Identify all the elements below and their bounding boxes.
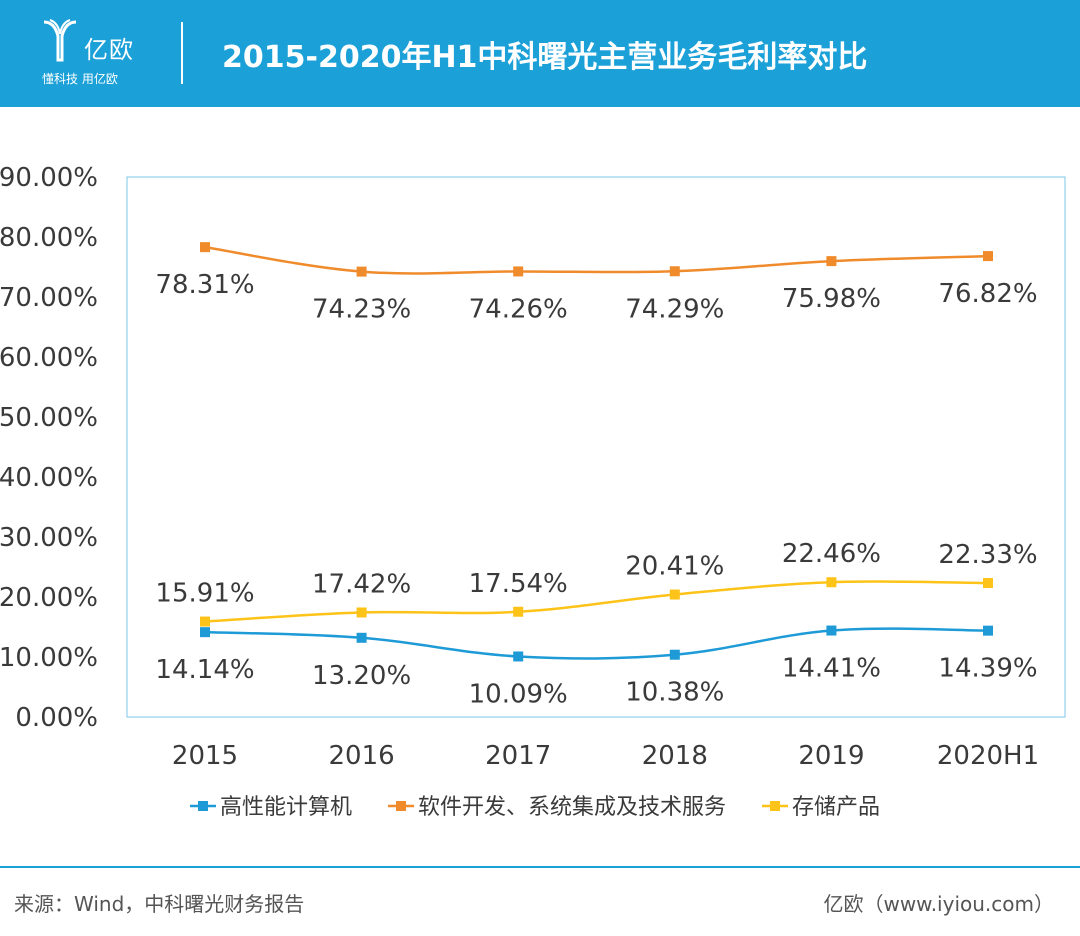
legend-item-2: 软件开发、系统集成及技术服务: [388, 795, 726, 820]
x-tick-label: 2015: [172, 741, 238, 771]
footer-brand: 亿欧（www.iyiou.com）: [823, 892, 1054, 916]
data-label: 14.14%: [155, 655, 254, 685]
legend-label: 存储产品: [792, 795, 880, 820]
data-point-marker: [356, 632, 367, 643]
legend-swatch-marker: [770, 801, 781, 811]
x-tick-label: 2020H1: [937, 741, 1039, 771]
y-tick-label: 50.00%: [0, 403, 98, 433]
legend-label: 高性能计算机: [220, 795, 352, 820]
x-axis: 2015 2016 2017 2018 2019 2020H1: [172, 741, 1039, 771]
line-chart: 0.00% 10.00% 20.00% 30.00% 40.00% 50.00% 60.00…: [0, 163, 1066, 820]
data-label: 10.38%: [625, 678, 724, 708]
data-label: 17.54%: [469, 569, 568, 599]
data-point-marker: [826, 256, 837, 267]
data-point-marker: [200, 616, 210, 627]
data-point-marker: [200, 627, 210, 638]
data-point-marker: [826, 577, 837, 588]
y-tick-label: 80.00%: [0, 223, 98, 253]
series-line: [204, 580, 989, 623]
series-3: 15.91% 17.42% 17.54% 20.41% 22.46% 22.33%: [155, 539, 1038, 627]
header-divider: [181, 22, 183, 84]
brand-logo-icon: [43, 19, 77, 62]
x-tick-label: 2016: [329, 741, 395, 771]
legend-swatch-marker: [198, 801, 208, 811]
footer-divider: [0, 866, 1080, 868]
legend-label: 软件开发、系统集成及技术服务: [418, 795, 726, 820]
series-2: 78.31% 74.23% 74.26% 74.29% 75.98% 76.82%: [155, 242, 1038, 325]
data-label: 74.26%: [469, 294, 568, 324]
y-tick-label: 20.00%: [0, 583, 98, 613]
data-label: 75.98%: [782, 284, 881, 314]
data-label: 20.41%: [625, 552, 724, 582]
data-point-marker: [669, 266, 680, 277]
chart-legend: 高性能计算机 软件开发、系统集成及技术服务 存储产品: [190, 795, 880, 820]
x-tick-label: 2019: [798, 741, 864, 771]
data-label: 74.29%: [625, 294, 724, 324]
y-tick-label: 30.00%: [0, 523, 98, 553]
data-label: 22.46%: [782, 539, 881, 569]
y-tick-label: 70.00%: [0, 283, 98, 313]
data-label: 76.82%: [938, 279, 1037, 309]
legend-item-3: 存储产品: [762, 795, 880, 820]
brand-name: 亿欧: [84, 36, 134, 64]
plot-area-frame: [126, 176, 1066, 718]
x-tick-label: 2018: [642, 741, 708, 771]
data-point-marker: [513, 606, 524, 617]
y-tick-label: 10.00%: [0, 643, 98, 673]
legend-swatch-marker: [396, 801, 407, 811]
data-point-marker: [669, 649, 680, 660]
data-point-marker: [983, 578, 993, 589]
y-tick-label: 90.00%: [0, 163, 98, 193]
data-point-marker: [983, 625, 993, 636]
data-label: 14.41%: [782, 654, 881, 684]
data-label: 17.42%: [312, 569, 411, 599]
header-banner: 亿欧 懂科技 用亿欧 2015-2020年H1中科曙光主营业务毛利率对比: [0, 0, 1080, 107]
data-point-marker: [669, 589, 680, 600]
series-1: 14.14% 13.20% 10.09% 10.38% 14.41% 14.39%: [155, 625, 1038, 709]
series-layer: 14.14% 13.20% 10.09% 10.38% 14.41% 14.39% 78.3…: [155, 242, 1038, 709]
source-note: 来源：Wind，中科曙光财务报告: [14, 892, 305, 916]
y-tick-label: 60.00%: [0, 343, 98, 373]
data-point-marker: [983, 251, 993, 262]
data-point-marker: [200, 242, 210, 253]
data-label: 13.20%: [312, 661, 411, 691]
data-label: 74.23%: [312, 295, 411, 325]
data-label: 10.09%: [469, 679, 568, 709]
data-point-marker: [513, 266, 524, 277]
data-point-marker: [356, 266, 367, 277]
y-tick-label: 0.00%: [15, 703, 98, 733]
data-label: 14.39%: [938, 654, 1037, 684]
legend-item-1: 高性能计算机: [190, 795, 352, 820]
data-label: 78.31%: [155, 270, 254, 300]
x-tick-label: 2017: [485, 741, 551, 771]
y-tick-label: 40.00%: [0, 463, 98, 493]
data-label: 15.91%: [155, 579, 254, 609]
y-axis: 0.00% 10.00% 20.00% 30.00% 40.00% 50.00% 60.00…: [0, 163, 98, 733]
series-line: [204, 627, 989, 660]
data-point-marker: [826, 625, 837, 636]
brand-logo: 亿欧 懂科技 用亿欧: [40, 16, 150, 92]
data-point-marker: [356, 607, 367, 618]
data-point-marker: [513, 651, 524, 662]
brand-slogan: 懂科技 用亿欧: [42, 72, 118, 86]
page-title: 2015-2020年H1中科曙光主营业务毛利率对比: [222, 40, 868, 75]
series-line: [204, 245, 989, 275]
data-label: 22.33%: [938, 540, 1037, 570]
